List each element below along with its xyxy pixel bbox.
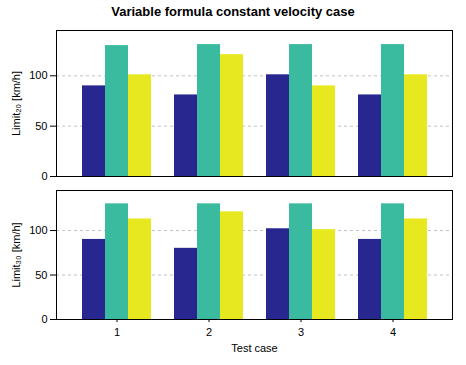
svg-text:Limit₃₀ [km/h]: Limit₃₀ [km/h] [10,222,22,287]
svg-text:0: 0 [41,313,47,325]
svg-text:1: 1 [114,326,120,338]
svg-text:3: 3 [298,326,304,338]
svg-text:Test case: Test case [231,342,277,354]
svg-text:100: 100 [29,224,47,236]
svg-text:50: 50 [35,120,47,132]
svg-text:2: 2 [206,326,212,338]
svg-text:0: 0 [41,170,47,182]
svg-text:Limit₂₀ [km/h]: Limit₂₀ [km/h] [10,71,22,136]
svg-text:50: 50 [35,269,47,281]
svg-text:100: 100 [29,69,47,81]
html-text:Variable formula constant velo: Variable formula constant velocity case [111,4,355,19]
svg-text:4: 4 [390,326,396,338]
